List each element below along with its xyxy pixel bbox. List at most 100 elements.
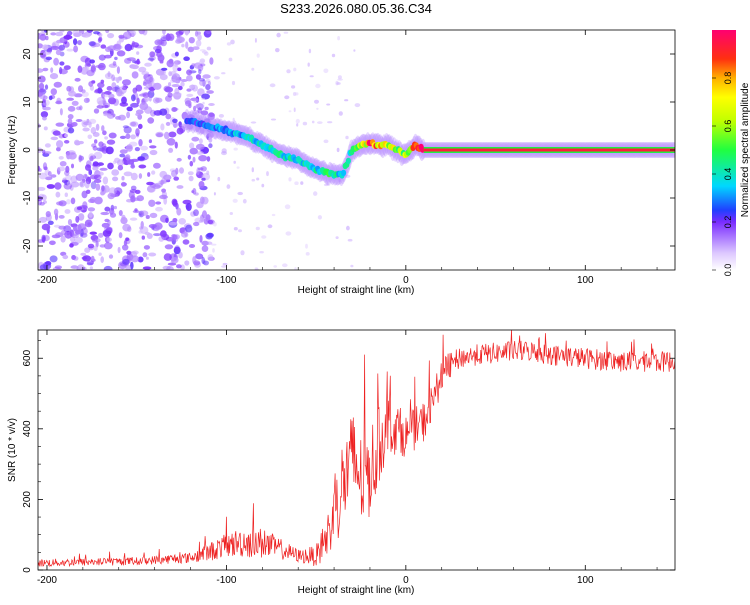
noise-speckle xyxy=(109,207,115,215)
noise-speckle xyxy=(194,30,199,37)
noise-speckle xyxy=(186,88,192,92)
noise-speckle xyxy=(338,178,341,183)
noise-speckle xyxy=(84,219,93,228)
noise-speckle xyxy=(189,84,195,89)
noise-speckle xyxy=(153,162,161,169)
noise-speckle xyxy=(267,224,273,229)
noise-speckle xyxy=(229,212,233,215)
noise-speckle xyxy=(99,147,106,152)
noise-speckle xyxy=(92,162,101,168)
noise-speckle xyxy=(178,218,186,225)
noise-speckle xyxy=(131,71,139,79)
noise-speckle xyxy=(86,69,95,77)
noise-speckle xyxy=(311,120,315,124)
noise-speckle xyxy=(181,43,185,48)
noise-speckle xyxy=(86,30,94,33)
noise-speckle xyxy=(56,147,61,152)
noise-speckle xyxy=(130,195,136,203)
noise-speckle xyxy=(64,192,69,198)
noise-speckle xyxy=(118,114,126,121)
noise-speckle xyxy=(346,225,350,231)
noise-speckle xyxy=(266,171,269,177)
y-tick-label: 400 xyxy=(22,420,33,437)
noise-speckle xyxy=(122,244,129,251)
noise-speckle xyxy=(77,213,85,221)
noise-speckle xyxy=(188,37,195,44)
noise-speckle xyxy=(135,128,140,137)
noise-speckle xyxy=(204,106,209,111)
noise-speckle xyxy=(71,100,79,106)
noise-speckle xyxy=(131,94,136,102)
noise-speckle xyxy=(55,31,64,37)
noise-speckle xyxy=(66,48,74,52)
noise-speckle xyxy=(202,50,208,54)
noise-speckle xyxy=(119,149,128,154)
noise-speckle xyxy=(54,182,62,190)
noise-speckle xyxy=(130,172,138,181)
noise-speckle xyxy=(176,264,182,269)
noise-speckle xyxy=(294,181,299,185)
noise-speckle xyxy=(98,141,104,148)
noise-speckle xyxy=(73,93,83,98)
colorbar-tick-label: 0.6 xyxy=(723,120,733,133)
noise-speckle xyxy=(111,169,120,176)
noise-speckle xyxy=(205,214,211,222)
snr-axes: -200 -100 0 100 0 200 400 600 xyxy=(22,330,675,586)
noise-speckle xyxy=(174,141,178,149)
y-tick-label: 0 xyxy=(22,147,33,153)
noise-speckle xyxy=(293,67,297,72)
noise-speckle xyxy=(41,234,46,243)
noise-speckle xyxy=(121,96,127,105)
noise-speckle xyxy=(104,104,109,109)
noise-speckle xyxy=(57,166,66,172)
x-tick-label: 0 xyxy=(403,575,409,586)
noise-speckle xyxy=(101,125,105,132)
noise-speckle xyxy=(171,84,180,88)
noise-speckle xyxy=(221,148,227,154)
noise-speckle xyxy=(39,202,45,206)
noise-speckle xyxy=(93,179,102,184)
noise-speckle xyxy=(307,62,310,67)
noise-speckle xyxy=(90,181,97,190)
noise-speckle xyxy=(149,212,158,219)
noise-speckle xyxy=(68,155,73,159)
noise-speckle xyxy=(199,196,205,204)
noise-speckle xyxy=(74,236,83,244)
noise-speckle xyxy=(206,90,214,94)
noise-speckle xyxy=(130,134,136,140)
noise-speckle xyxy=(144,62,152,67)
x-tick-label: -100 xyxy=(216,575,236,586)
noise-speckle xyxy=(176,127,184,135)
noise-speckle xyxy=(317,121,323,124)
noise-speckle xyxy=(188,244,196,248)
noise-speckle xyxy=(250,121,257,124)
noise-speckle xyxy=(183,56,190,61)
noise-speckle xyxy=(200,110,209,116)
noise-speckle xyxy=(77,264,85,270)
snr-series-line xyxy=(38,330,675,568)
noise-speckle xyxy=(88,153,95,161)
noise-speckle xyxy=(93,245,98,252)
noise-speckle xyxy=(78,140,84,145)
noise-speckle xyxy=(118,232,123,239)
noise-speckle xyxy=(195,39,202,47)
noise-speckle xyxy=(148,139,152,144)
noise-speckle xyxy=(185,41,189,49)
noise-speckle xyxy=(68,90,76,97)
noise-speckle xyxy=(166,138,176,146)
noise-speckle xyxy=(261,235,267,239)
noise-speckle xyxy=(75,173,85,181)
noise-speckle xyxy=(192,110,200,115)
noise-speckle xyxy=(107,162,114,170)
noise-speckle xyxy=(94,238,101,243)
noise-speckle xyxy=(232,198,238,203)
noise-speckle xyxy=(130,64,139,70)
noise-speckle xyxy=(81,227,88,235)
noise-speckle xyxy=(73,45,78,53)
noise-speckle xyxy=(181,111,188,120)
noise-speckle xyxy=(66,181,73,186)
noise-speckle xyxy=(338,111,343,116)
noise-speckle xyxy=(189,142,195,149)
noise-speckle xyxy=(62,254,69,260)
noise-speckle xyxy=(111,82,117,89)
